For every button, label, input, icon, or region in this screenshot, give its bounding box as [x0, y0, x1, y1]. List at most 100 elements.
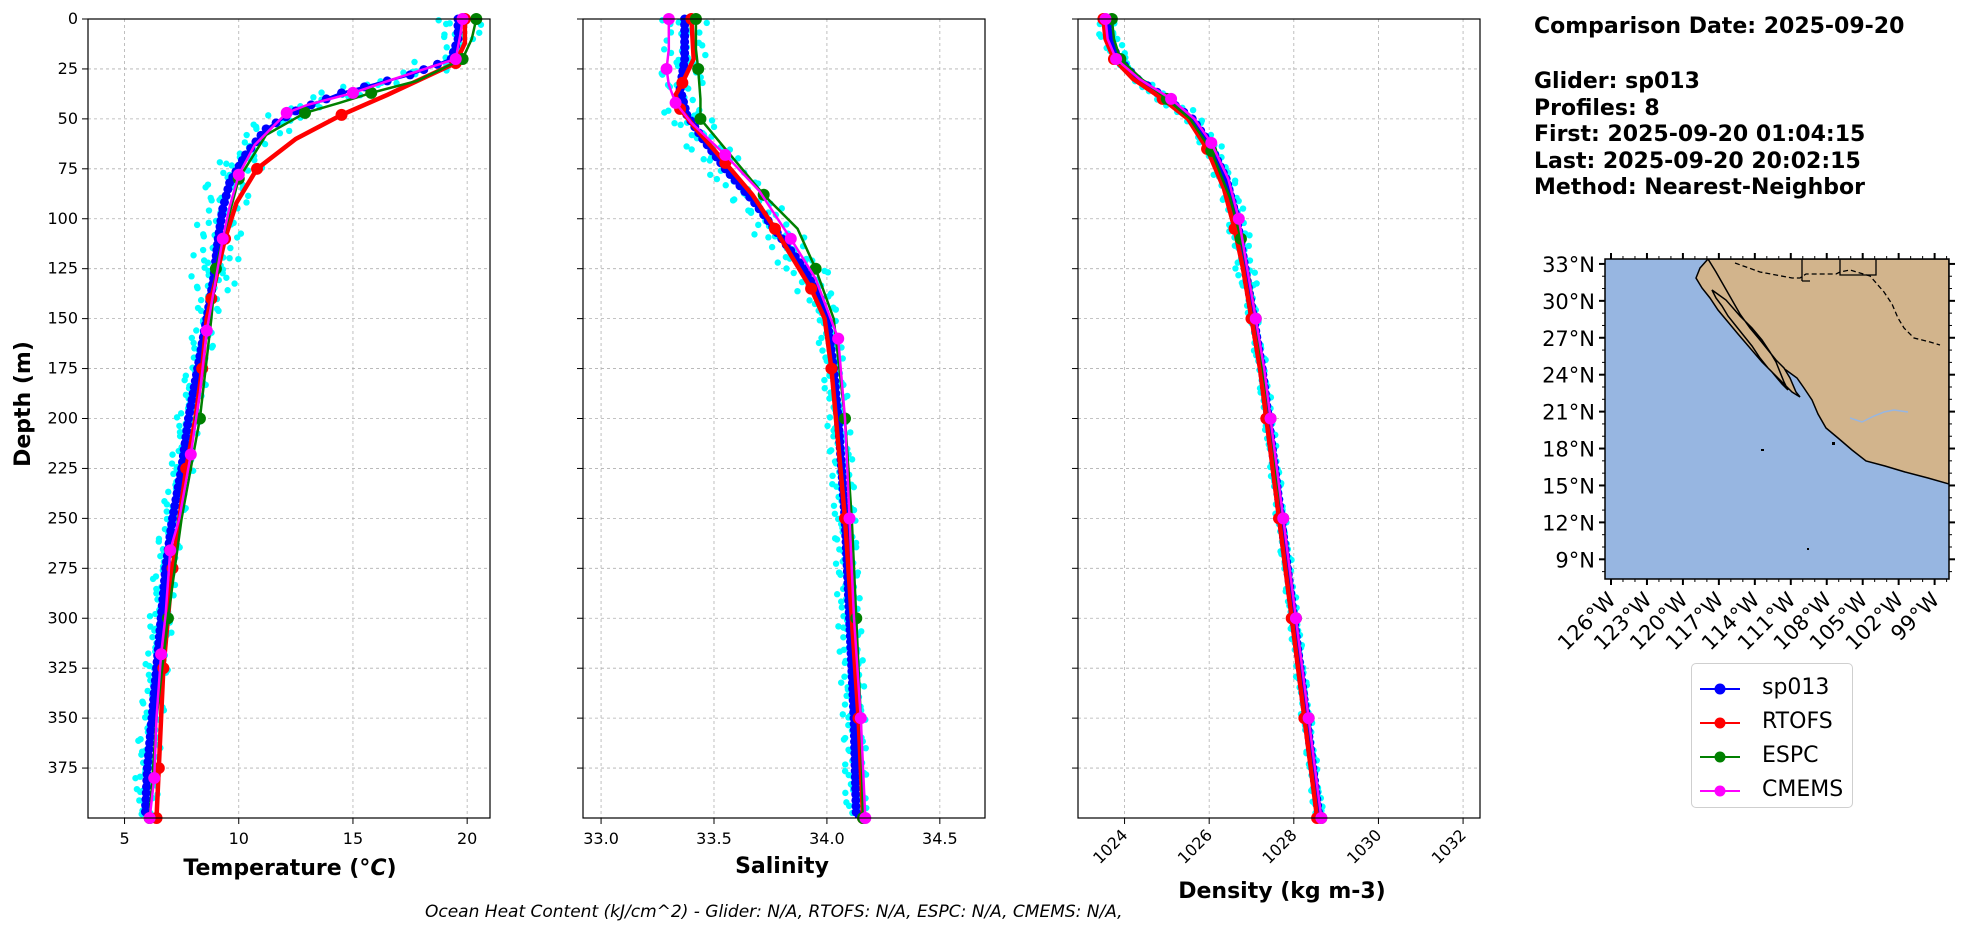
glider-sample-point — [476, 29, 483, 36]
glider-sample-point — [824, 269, 832, 276]
glider-sample-point — [411, 58, 418, 66]
glider-sample-point — [223, 274, 230, 281]
glider-sample-point — [689, 96, 696, 104]
glider-sample-point — [241, 139, 249, 146]
point-cmems — [1302, 712, 1315, 725]
glider-sample-point — [318, 89, 325, 96]
map-island — [1832, 442, 1835, 445]
glider-sample-point — [671, 119, 678, 127]
glider-sample-point — [841, 659, 849, 667]
glider-sample-point — [832, 560, 840, 567]
map-lat-label: 12°N — [1542, 511, 1595, 535]
glider-sample-point — [153, 590, 160, 597]
salinity-axis-label: Salinity — [735, 854, 829, 879]
glider-sample-point — [826, 414, 834, 421]
glider-sample-point — [190, 252, 197, 259]
glider-sample-point — [841, 701, 849, 708]
glider-sample-point — [734, 155, 742, 162]
comparison-date: Comparison Date: 2025-09-20 — [1534, 14, 1905, 39]
x-tick-label: 1030 — [1343, 825, 1385, 867]
glider-sample-point — [856, 595, 863, 602]
glider-sample-point — [233, 234, 241, 241]
glider-sample-point — [173, 414, 181, 421]
glider-sample-point — [227, 244, 234, 252]
point-cmems — [232, 168, 245, 181]
point-cmems — [155, 648, 168, 661]
glider-sample-point — [199, 246, 207, 254]
glider-sample-point — [703, 19, 710, 27]
glider-sample-point — [1218, 143, 1225, 150]
glider-sample-point — [443, 44, 450, 51]
y-tick-label: 125 — [47, 259, 78, 278]
x-tick-label: 1032 — [1428, 825, 1470, 867]
glider-sample-point — [847, 429, 854, 436]
glider-sample-point — [435, 17, 442, 24]
map-lat-label: 24°N — [1542, 364, 1595, 388]
glider-sample-point — [829, 472, 836, 480]
map-river — [1849, 409, 1909, 423]
glider-sample-point — [837, 571, 844, 578]
series-line-rtofs — [673, 18, 866, 819]
glider-sample-point — [205, 207, 213, 214]
x-tick-label: 1024 — [1089, 825, 1131, 867]
glider-sample-point — [830, 433, 837, 440]
glider-sample-point — [806, 297, 813, 304]
point-espc — [694, 112, 707, 125]
glider-sample-point — [774, 259, 781, 266]
glider-sample-point — [1232, 265, 1239, 272]
glider-sample-point — [197, 296, 205, 304]
glider-sample-point — [169, 451, 176, 458]
glider-sample-point — [285, 127, 293, 135]
glider-sample-point — [794, 287, 801, 295]
glider-sample-point — [832, 306, 839, 313]
glider-sample-point — [215, 307, 222, 315]
glider-sample-point — [833, 591, 841, 598]
temperature-panel: 0 25 50 75 100 125 150 175 200 225 250 275 300 325 350… — [47, 9, 491, 848]
glider-sample-point — [708, 117, 716, 124]
glider-sample-point — [190, 339, 197, 347]
point-cmems — [660, 62, 673, 75]
y-tick-label: 50 — [58, 109, 78, 128]
y-tick-label: 0 — [68, 9, 78, 28]
glider-sample-point — [860, 683, 868, 690]
glider-sample-point — [193, 221, 201, 229]
glider-sample-point — [1251, 269, 1258, 276]
glider-sample-point — [833, 483, 840, 490]
point-rtofs — [335, 108, 348, 121]
map-lat-label: 18°N — [1542, 438, 1595, 462]
point-cmems — [280, 106, 293, 119]
glider-sample-point — [838, 598, 845, 605]
x-tick-label: 34.5 — [922, 829, 958, 848]
point-cmems — [1165, 92, 1178, 105]
glider-sample-point — [153, 585, 160, 593]
x-tick-label: 5 — [119, 829, 129, 848]
glider-sample-point — [216, 159, 224, 166]
glider-sample-point — [831, 510, 839, 517]
glider-sample-point — [223, 160, 230, 167]
glider-sample-point — [1246, 232, 1253, 239]
glider-sample-point — [729, 197, 737, 204]
glider-sample-point — [833, 536, 841, 543]
glider-sample-point — [837, 679, 845, 686]
y-tick-label: 375 — [47, 758, 78, 777]
glider-sample-point — [700, 156, 707, 163]
glider-sample-point — [722, 182, 729, 189]
profile-count: Profiles: 8 — [1534, 96, 1660, 121]
legend: sp013 RTOFS ESPC CMEMS — [1691, 663, 1853, 808]
glider-sample-point — [751, 231, 758, 238]
point-cmems — [148, 772, 161, 785]
glider-sample-point — [840, 634, 847, 641]
glider-sample-point — [155, 538, 162, 545]
glider-sample-point — [815, 339, 823, 347]
glider-sample-point — [446, 20, 453, 27]
legend-label-sp013: sp013 — [1762, 675, 1830, 700]
y-tick-label: 75 — [58, 159, 78, 178]
glider-sample-point — [145, 671, 153, 679]
x-tick-label: 33.0 — [583, 829, 619, 848]
y-tick-label: 200 — [47, 409, 78, 428]
point-rtofs — [676, 76, 689, 89]
glider-sample-point — [188, 334, 196, 342]
glider-sample-point — [202, 184, 209, 191]
glider-sample-point — [135, 737, 142, 744]
